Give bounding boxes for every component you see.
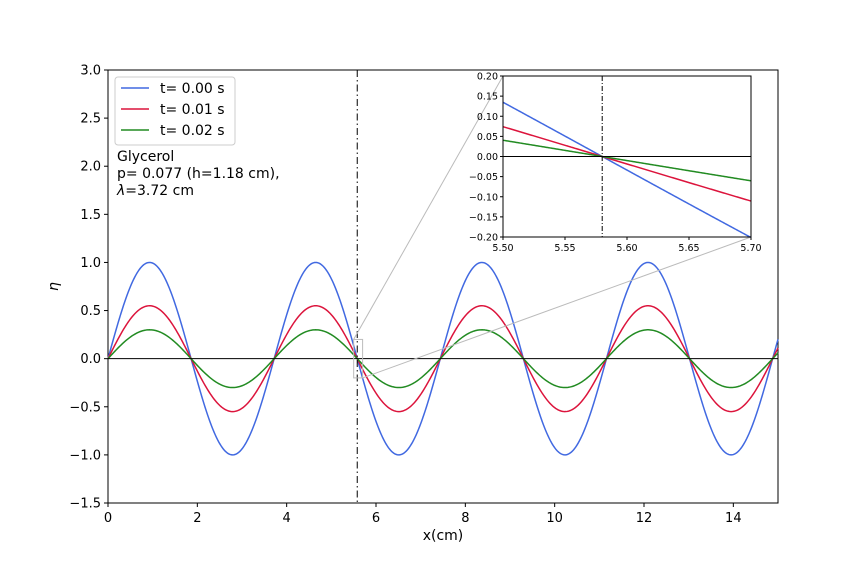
x-tick-label: 12 [636, 511, 653, 526]
inset-series-line-3 [502, 139, 752, 182]
inset-y-tick-label: 0.15 [477, 92, 498, 103]
legend: t= 0.00 s t= 0.01 s t= 0.02 s [114, 76, 236, 146]
x-tick-label: 2 [193, 511, 201, 526]
legend-entries: t= 0.00 s t= 0.01 s t= 0.02 s [121, 81, 225, 139]
y-tick-label: 1.0 [80, 256, 101, 271]
y-tick-label: 2.0 [80, 160, 101, 175]
inset-x-tick-label: 5.70 [740, 243, 761, 254]
zoom-connector-bottom [362, 236, 752, 379]
zoom-indicator [353, 75, 752, 379]
inset-x-tick-label: 5.60 [616, 243, 637, 254]
main-plot: 0 2 4 6 8 10 12 14 −1.5 −1.0 −0.5 0.0 0.5 1.0 1.5 2.0 2… [46, 64, 779, 544]
inset-plot: 5.50 5.55 5.60 5.65 5.70 −0.20 −0.15 −0.10 −0.0… [469, 72, 762, 255]
x-tick-label: 4 [283, 511, 291, 526]
fluid-annotation: Glycerol p= 0.077 (h=1.18 cm), λ=3.72 cm [116, 149, 280, 199]
y-tick-label: −1.0 [69, 448, 101, 463]
zoom-connector-top [353, 75, 504, 340]
y-tick-label: 2.5 [80, 112, 101, 127]
y-tick-label: 1.5 [80, 208, 101, 223]
inset-curves [502, 101, 752, 238]
lambda-symbol: λ [116, 183, 125, 199]
inset-y-tick-label: 0.10 [477, 112, 498, 123]
inset-series-line-2 [502, 125, 752, 202]
inset-y-tick-label: −0.20 [469, 233, 498, 244]
inset-y-tick-label: −0.15 [469, 212, 498, 223]
inset-y-tick-label: 0.20 [477, 72, 498, 83]
y-tick-label: 0.5 [80, 304, 101, 319]
inset-y-tick-label: 0.05 [477, 132, 498, 143]
x-axis-ticks: 0 2 4 6 8 10 12 14 [104, 503, 742, 526]
legend-label: t= 0.00 s [160, 81, 225, 97]
x-tick-label: 8 [461, 511, 469, 526]
x-tick-label: 10 [546, 511, 563, 526]
y-axis-ticks: −1.5 −1.0 −0.5 0.0 0.5 1.0 1.5 2.0 2.5 3.0 [69, 64, 108, 512]
inset-x-tick-label: 5.65 [678, 243, 699, 254]
inset-series-line-1 [502, 101, 752, 238]
inset-x-tick-label: 5.50 [492, 243, 513, 254]
series-line-3 [107, 329, 779, 389]
inset-y-ticks: −0.20 −0.15 −0.10 −0.05 0.00 0.05 0.10 0.15 0.20 [469, 72, 503, 244]
inset-x-tick-label: 5.55 [554, 243, 575, 254]
inset-y-tick-label: 0.00 [477, 152, 498, 163]
wavelength-value: =3.72 cm [125, 183, 194, 199]
legend-label: t= 0.01 s [160, 102, 225, 118]
inset-x-ticks: 5.50 5.55 5.60 5.65 5.70 [492, 237, 762, 254]
x-tick-label: 14 [725, 511, 742, 526]
y-tick-label: 0.0 [80, 352, 101, 367]
zoom-region [353, 338, 364, 379]
annotation-wavelength: λ=3.72 cm [116, 183, 194, 199]
legend-box [114, 76, 236, 146]
y-tick-label: 3.0 [80, 64, 101, 79]
y-tick-label: −1.5 [69, 497, 101, 512]
main-plot-frame [107, 69, 779, 504]
series-line-2 [107, 304, 779, 413]
legend-label: t= 0.02 s [160, 123, 225, 139]
x-tick-label: 6 [372, 511, 380, 526]
annotation-fluid: Glycerol [117, 149, 174, 165]
y-tick-label: −0.5 [69, 400, 101, 415]
y-axis-label: η [46, 282, 62, 291]
annotation-parameters: p= 0.077 (h=1.18 cm), [117, 166, 280, 182]
x-tick-label: 0 [104, 511, 112, 526]
inset-y-tick-label: −0.05 [469, 172, 498, 183]
x-axis-label: x(cm) [423, 528, 464, 544]
inset-y-tick-label: −0.10 [469, 192, 498, 203]
